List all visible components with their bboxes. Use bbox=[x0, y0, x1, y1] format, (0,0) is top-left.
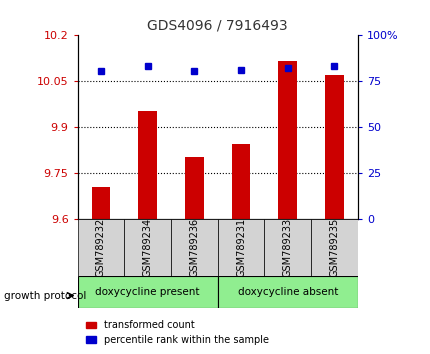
Text: GSM789235: GSM789235 bbox=[329, 218, 338, 278]
Text: GSM789231: GSM789231 bbox=[236, 218, 246, 278]
FancyBboxPatch shape bbox=[310, 219, 357, 276]
Bar bbox=[231, 144, 250, 219]
Text: doxycycline present: doxycycline present bbox=[95, 287, 200, 297]
FancyBboxPatch shape bbox=[171, 219, 217, 276]
FancyBboxPatch shape bbox=[124, 219, 171, 276]
FancyBboxPatch shape bbox=[77, 219, 124, 276]
Text: GSM789236: GSM789236 bbox=[189, 218, 199, 278]
Text: GSM789234: GSM789234 bbox=[142, 218, 152, 278]
Title: GDS4096 / 7916493: GDS4096 / 7916493 bbox=[147, 19, 287, 33]
Text: doxycycline absent: doxycycline absent bbox=[237, 287, 337, 297]
Bar bbox=[184, 156, 203, 219]
Text: GSM789232: GSM789232 bbox=[96, 218, 106, 278]
FancyBboxPatch shape bbox=[264, 219, 310, 276]
FancyBboxPatch shape bbox=[217, 219, 264, 276]
Bar bbox=[278, 62, 296, 219]
Legend: transformed count, percentile rank within the sample: transformed count, percentile rank withi… bbox=[82, 316, 272, 349]
Text: growth protocol: growth protocol bbox=[4, 291, 86, 301]
FancyBboxPatch shape bbox=[77, 276, 217, 308]
FancyBboxPatch shape bbox=[217, 276, 357, 308]
Bar bbox=[138, 110, 157, 219]
Bar bbox=[324, 75, 343, 219]
Bar bbox=[91, 187, 110, 219]
Text: GSM789233: GSM789233 bbox=[282, 218, 292, 278]
